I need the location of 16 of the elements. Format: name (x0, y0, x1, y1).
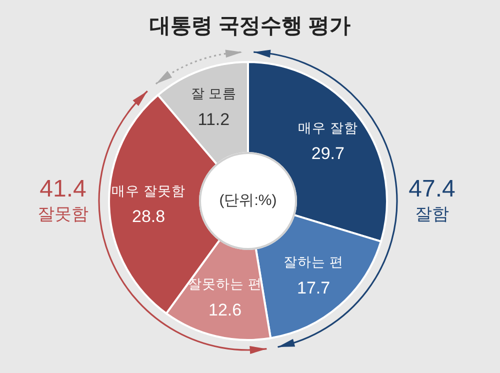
data-label: 12.6 (208, 300, 242, 320)
text: 47.4 (408, 175, 456, 202)
data-label: 17.7 (297, 278, 330, 298)
text: 잘못함 (38, 204, 88, 224)
slice-label: 매우 잘함 (298, 120, 358, 136)
chart-title: 대통령 국정수행 평가 (150, 14, 350, 38)
text: (단위:%) (219, 192, 277, 209)
data-label: 11.2 (198, 110, 230, 130)
slice-label: 매우 잘못함 (112, 183, 186, 198)
slice-label: 잘못하는 편 (188, 276, 262, 292)
data-label: 29.7 (311, 144, 344, 164)
slice-label: 잘하는 편 (284, 254, 344, 270)
slice-label: 잘 모름 (190, 86, 237, 102)
data-label: 28.8 (132, 207, 166, 226)
text: 41.4 (40, 175, 86, 202)
text: 잘함 (415, 204, 449, 224)
